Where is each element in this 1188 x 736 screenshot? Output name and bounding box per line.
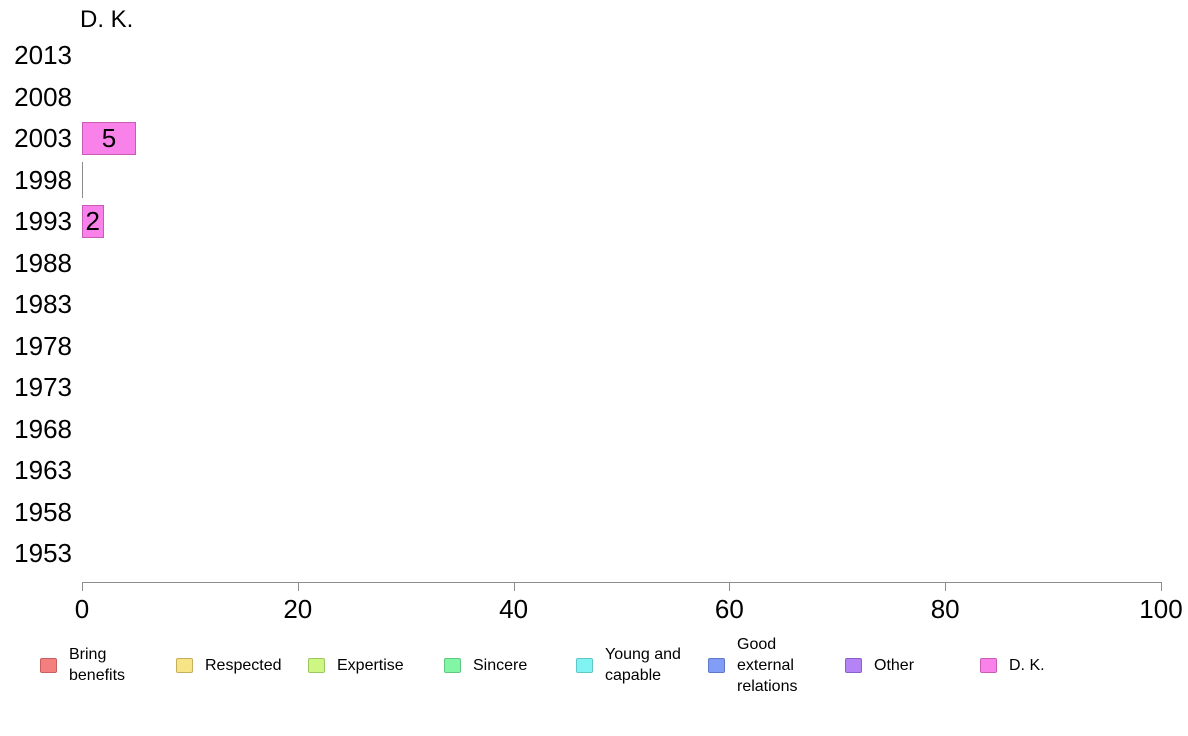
x-axis-tick-100	[1161, 582, 1162, 591]
zero-bar-1998[interactable]	[82, 161, 83, 198]
x-axis-tick-label-20: 20	[283, 594, 313, 624]
y-axis-label-1973: 1973	[14, 372, 72, 402]
legend-item-good-external-relations[interactable]: Good external relations	[708, 636, 797, 695]
legend-swatch-icon	[308, 657, 325, 673]
legend-swatch-icon	[576, 657, 593, 673]
bar-1993-dk[interactable]: 2	[82, 204, 104, 238]
y-axis-label-1978: 1978	[14, 330, 72, 361]
y-axis-label-1993: 1993	[14, 206, 72, 236]
legend-item-d-k[interactable]: D. K.	[980, 640, 1045, 690]
legend-label: Other	[874, 656, 915, 674]
legend-label: Young and capable	[605, 646, 681, 684]
y-axis-label-2013: 2013	[14, 40, 72, 70]
legend-swatch-icon	[444, 657, 461, 673]
y-axis-label-1958: 1958	[14, 496, 72, 527]
legend-swatch-icon	[40, 657, 57, 673]
legend-label: Sincere	[473, 656, 528, 674]
legend-swatch-icon	[980, 657, 997, 673]
legend-item-other[interactable]: Other	[845, 640, 914, 690]
bar-value-label: 2	[85, 206, 101, 236]
legend-label: Respected	[205, 656, 282, 674]
y-axis-label-1983: 1983	[14, 289, 72, 319]
chart-title: D. K.	[80, 6, 134, 33]
legend-label: Good external relations	[737, 635, 798, 695]
y-axis-label-1953: 1953	[14, 538, 72, 568]
y-axis-label-1998: 1998	[14, 164, 72, 195]
y-axis-label-1963: 1963	[14, 455, 72, 485]
x-axis-tick-label-40: 40	[499, 594, 529, 624]
bar-2003-dk[interactable]: 5	[82, 121, 136, 155]
legend-label: D. K.	[1009, 656, 1045, 674]
legend-item-respected[interactable]: Respected	[176, 640, 282, 690]
legend-item-young-and-capable[interactable]: Young and capable	[576, 640, 681, 690]
y-axis-label-1988: 1988	[14, 247, 72, 278]
bar-value-label: 5	[101, 123, 117, 153]
y-axis-label-2003: 2003	[14, 123, 72, 153]
x-axis-line	[82, 582, 1162, 583]
x-axis-tick-0	[82, 582, 83, 591]
legend-item-bring-benefits[interactable]: Bring benefits	[40, 640, 125, 690]
x-axis-tick-20	[297, 582, 299, 591]
x-axis-tick-label-80: 80	[930, 594, 960, 624]
x-axis-tick-label-0: 0	[74, 594, 90, 624]
legend-item-expertise[interactable]: Expertise	[308, 640, 404, 690]
x-axis-tick-60	[729, 582, 731, 591]
x-axis-tick-40	[513, 582, 515, 591]
x-axis-tick-label-60: 60	[714, 594, 744, 624]
y-axis-label-2008: 2008	[14, 81, 72, 112]
legend-swatch-icon	[845, 657, 862, 673]
legend-item-sincere[interactable]: Sincere	[444, 640, 527, 690]
y-axis-label-1968: 1968	[14, 413, 72, 444]
legend-swatch-icon	[708, 657, 725, 673]
legend-label: Bring benefits	[69, 646, 126, 684]
legend-swatch-icon	[176, 657, 193, 673]
legend-label: Expertise	[337, 656, 404, 674]
x-axis-tick-80	[945, 582, 947, 591]
x-axis-tick-label-100: 100	[1139, 594, 1183, 624]
